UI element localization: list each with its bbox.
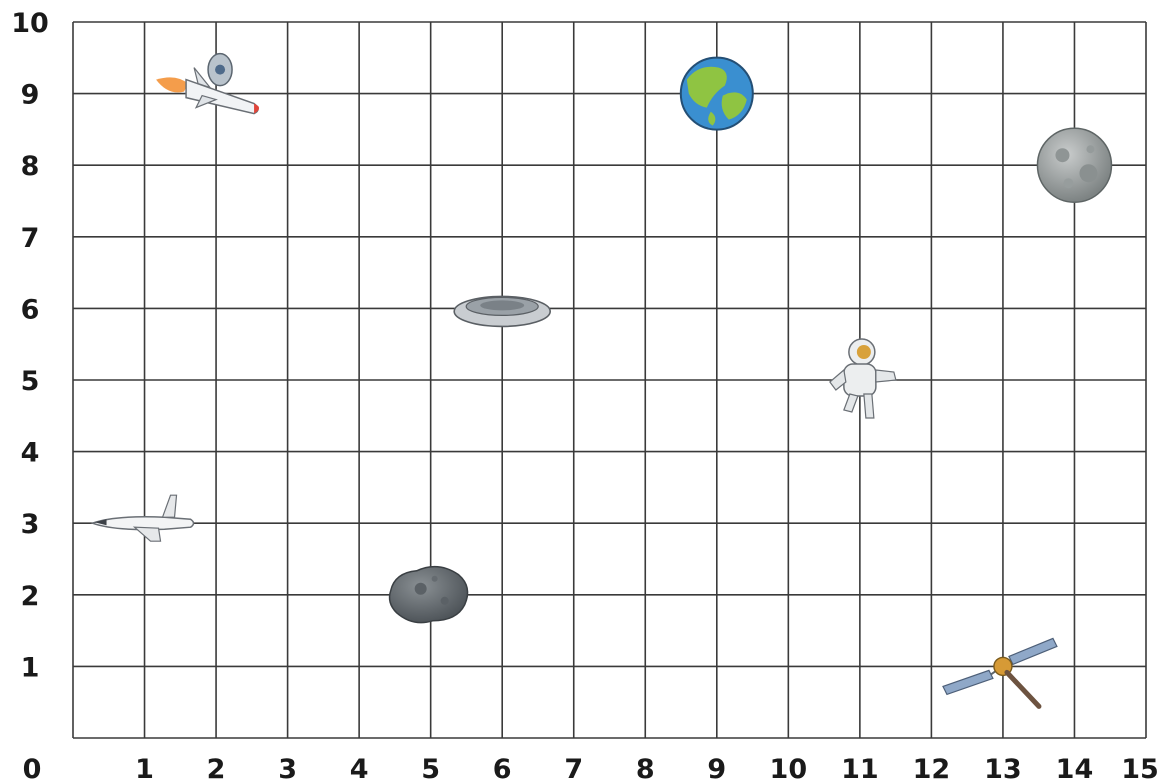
y-tick-label: 5 <box>21 366 40 397</box>
x-tick-label: 12 <box>913 754 951 781</box>
x-tick-label: 11 <box>841 754 879 781</box>
x-tick-label: 8 <box>636 754 655 781</box>
y-tick-label: 8 <box>21 151 40 182</box>
y-tick-label: 4 <box>21 438 40 469</box>
x-tick-label: 13 <box>984 754 1022 781</box>
grid-lines <box>72 21 1147 739</box>
x-tick-label: 5 <box>421 754 440 781</box>
asteroid-icon <box>388 565 469 624</box>
x-tick-label: 1 <box>135 754 154 781</box>
y-tick-label: 7 <box>21 223 40 254</box>
y-tick-label: 3 <box>21 509 40 540</box>
x-tick-label: 15 <box>1121 754 1159 781</box>
y-tick-label: 9 <box>21 80 40 111</box>
x-tick-label: 6 <box>493 754 512 781</box>
x-tick-label: 3 <box>278 754 297 781</box>
moon-icon <box>1036 127 1113 203</box>
x-tick-label: 14 <box>1056 754 1094 781</box>
rocket-icon <box>156 52 260 115</box>
y-axis-tick-labels: 1 2 3 4 5 6 7 8 9 10 <box>11 8 49 683</box>
astronaut-icon <box>829 338 897 419</box>
x-tick-label: 0 <box>23 754 42 781</box>
plotted-objects <box>90 52 1113 709</box>
space-shuttle-icon <box>90 494 195 542</box>
x-tick-label: 10 <box>770 754 808 781</box>
satellite-icon <box>942 637 1058 709</box>
x-axis-tick-labels: 0 1 2 3 4 5 6 7 8 9 10 11 12 13 14 15 <box>23 754 1159 781</box>
x-tick-label: 2 <box>207 754 226 781</box>
y-tick-label: 1 <box>21 652 40 683</box>
y-tick-label: 2 <box>21 581 40 612</box>
x-tick-label: 9 <box>707 754 726 781</box>
ufo-icon <box>453 295 552 328</box>
earth-icon <box>679 56 754 131</box>
y-tick-label: 10 <box>11 8 49 39</box>
y-tick-label: 6 <box>21 294 40 325</box>
x-tick-label: 4 <box>350 754 369 781</box>
x-tick-label: 7 <box>564 754 583 781</box>
